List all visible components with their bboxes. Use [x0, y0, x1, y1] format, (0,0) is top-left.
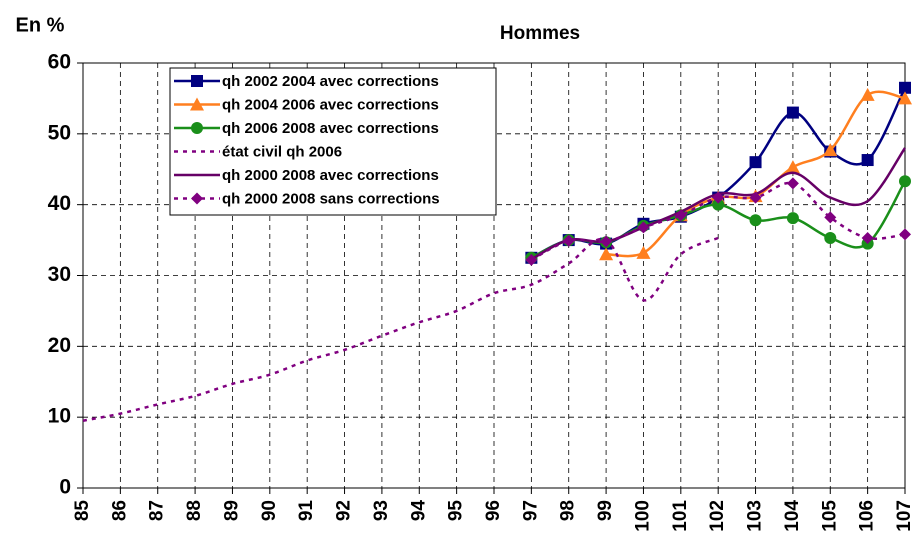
marker [861, 231, 874, 244]
y-tick-label: 60 [48, 51, 71, 74]
marker [749, 214, 762, 227]
x-tick-label: 88 [184, 500, 205, 521]
legend-label: qh 2000 2008 sans corrections [222, 190, 440, 207]
x-tick-label: 89 [221, 500, 242, 521]
marker [190, 97, 204, 111]
marker [191, 122, 203, 134]
legend-label: qh 2006 2008 avec corrections [222, 120, 439, 137]
marker [712, 198, 725, 211]
legend-label: état civil qh 2006 [222, 143, 342, 160]
series-line [82, 236, 719, 422]
x-tick-label: 85 [72, 500, 93, 522]
y-tick-label: 10 [48, 405, 71, 428]
chart-title: Hommes [500, 23, 580, 44]
x-tick-label: 104 [782, 500, 803, 532]
marker [899, 175, 911, 188]
marker [860, 87, 875, 101]
legend-label: qh 2004 2006 avec corrections [222, 96, 439, 113]
legend-label: qh 2000 2008 avec corrections [222, 167, 439, 184]
y-tick-label: 50 [48, 121, 71, 144]
marker [599, 247, 614, 261]
x-tick-label: 92 [334, 500, 355, 521]
x-tick-label: 87 [147, 500, 168, 521]
legend-label: qh 2002 2004 avec corrections [222, 73, 439, 90]
x-tick-label: 96 [483, 500, 504, 521]
x-tick-label: 86 [109, 500, 130, 521]
y-tick-label: 40 [48, 192, 71, 215]
x-tick-label: 101 [670, 500, 691, 532]
legend-box [169, 67, 497, 216]
marker [899, 81, 911, 94]
marker [861, 154, 874, 167]
marker [899, 228, 911, 241]
marker [824, 211, 837, 224]
marker [525, 253, 538, 266]
y-tick-label: 30 [48, 263, 71, 286]
marker [674, 209, 687, 222]
y-tick-label: 20 [48, 334, 71, 357]
x-tick-label: 106 [857, 500, 878, 532]
marker [637, 221, 650, 234]
marker [824, 231, 837, 244]
marker [749, 156, 762, 169]
y-tick-label: 0 [59, 476, 71, 499]
marker [191, 192, 203, 205]
marker [191, 75, 203, 87]
x-tick-label: 98 [558, 500, 579, 521]
x-tick-label: 102 [707, 500, 728, 532]
x-tick-label: 103 [745, 500, 766, 532]
marker [562, 234, 575, 247]
y-axis-label: En % [16, 14, 65, 36]
x-tick-label: 100 [632, 500, 653, 532]
x-tick-label: 91 [296, 500, 317, 522]
marker [786, 177, 799, 190]
x-tick-label: 99 [595, 500, 616, 521]
marker [600, 235, 613, 248]
x-tick-label: 105 [819, 500, 840, 532]
marker [823, 143, 838, 157]
marker [636, 245, 651, 259]
x-tick-label: 94 [408, 500, 429, 522]
marker [898, 91, 912, 105]
marker [749, 191, 762, 204]
marker [785, 160, 800, 174]
plot-border [82, 62, 906, 489]
marker [786, 106, 799, 119]
x-tick-label: 90 [259, 500, 280, 521]
marker [786, 212, 799, 225]
x-tick-label: 97 [520, 500, 541, 521]
x-tick-label: 95 [446, 500, 467, 522]
x-tick-label: 93 [371, 500, 392, 521]
marker [712, 191, 725, 204]
x-tick-label: 107 [894, 500, 915, 532]
